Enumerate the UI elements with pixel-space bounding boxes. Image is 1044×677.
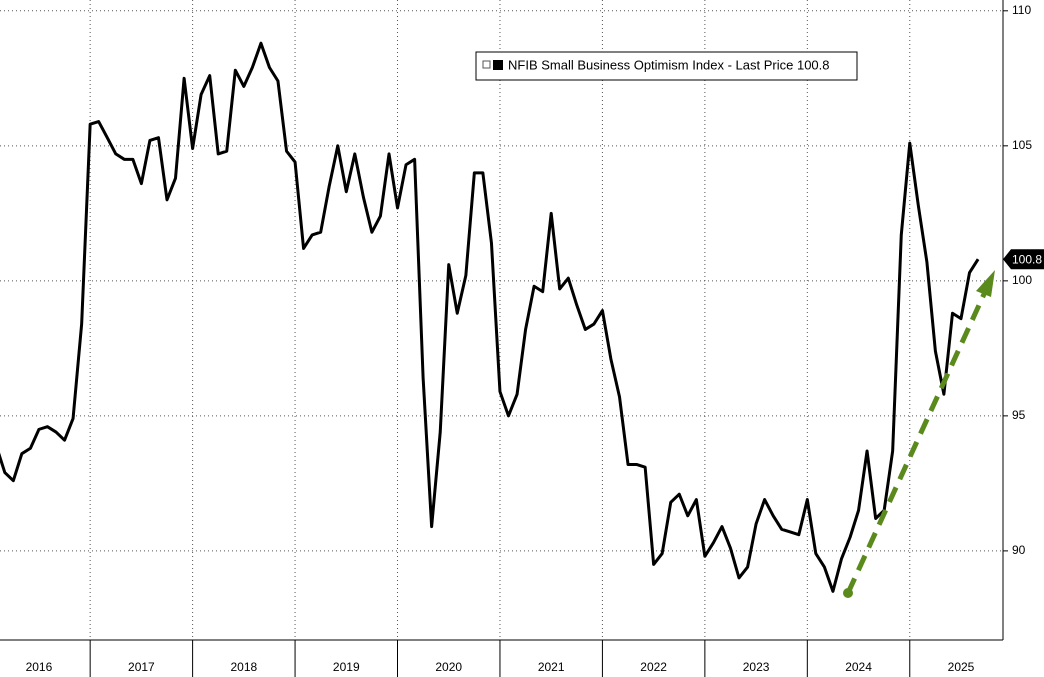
legend-swatch: [493, 60, 503, 70]
x-tick-label: 2016: [26, 660, 53, 674]
y-tick-label: 105: [1012, 138, 1032, 152]
y-tick-label: 90: [1012, 543, 1026, 557]
x-tick-label: 2022: [640, 660, 667, 674]
x-tick-label: 2021: [538, 660, 565, 674]
last-price-tag: 100.8: [1003, 249, 1044, 270]
x-tick-label: 2023: [743, 660, 770, 674]
x-tick-label: 2018: [230, 660, 257, 674]
x-tick-label: 2024: [845, 660, 872, 674]
legend-box: [475, 51, 858, 81]
last-price-tag-bg: [1003, 249, 1044, 270]
plot: [0, 41, 980, 593]
x-tick-label: 2020: [435, 660, 462, 674]
legend-label: NFIB Small Business Optimism Index - Las…: [508, 57, 830, 72]
x-tick-label: 2017: [128, 660, 155, 674]
legend: NFIB Small Business Optimism Index - Las…: [475, 51, 858, 81]
x-tick-label: 2025: [948, 660, 975, 674]
y-tick-label: 95: [1012, 408, 1026, 422]
grid: [0, 0, 1003, 640]
x-tick-label: 2019: [333, 660, 360, 674]
y-tick-label: 100: [1012, 273, 1032, 287]
legend-toggle: [482, 60, 491, 69]
last-price-label: 100.8: [1012, 252, 1042, 266]
series-line: [0, 41, 980, 593]
y-tick-label: 110: [1012, 3, 1031, 17]
trend-arrow: [843, 270, 995, 598]
